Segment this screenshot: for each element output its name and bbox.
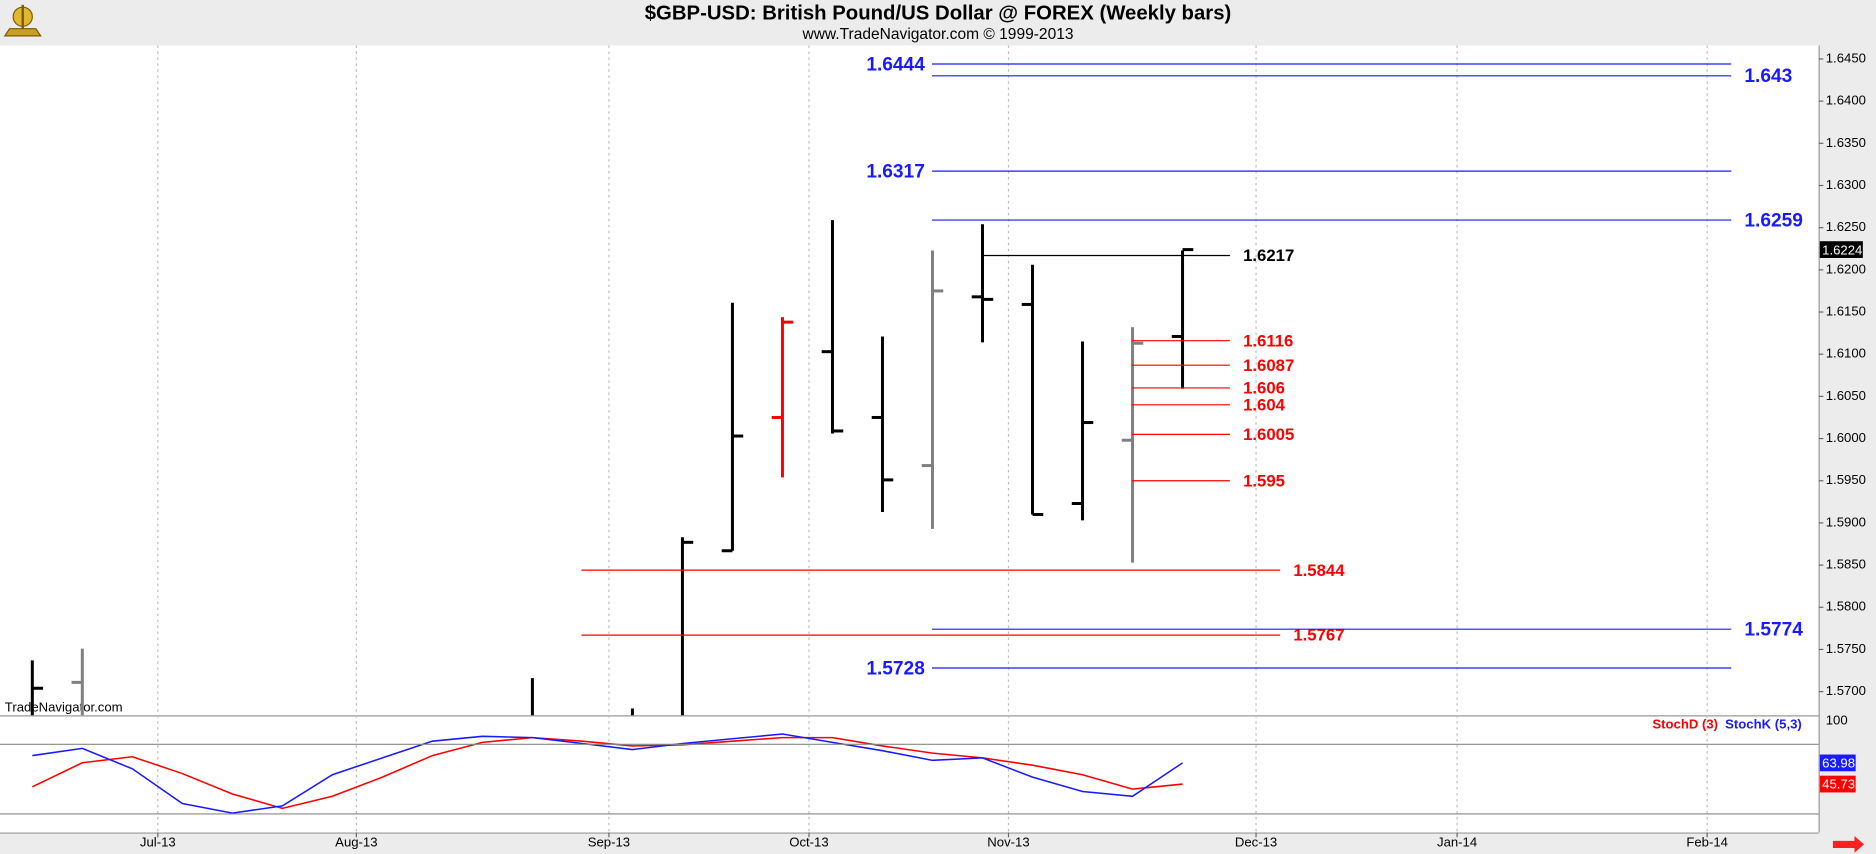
last-value-label: 63.98 — [1822, 756, 1855, 771]
x-tick-label: Jan-14 — [1437, 835, 1477, 850]
chart-subtitle: www.TradeNavigator.com © 1999-2013 — [801, 26, 1073, 43]
y-tick-label: 1.6250 — [1826, 219, 1866, 234]
x-tick-label: Nov-13 — [987, 835, 1029, 850]
level-label: 1.595 — [1243, 471, 1285, 490]
plot-area — [0, 45, 1819, 833]
level-label: 1.6317 — [866, 161, 925, 182]
level-label: 1.604 — [1243, 395, 1286, 414]
y-tick-label: 1.5750 — [1826, 641, 1866, 656]
y-tick-label: 1.5800 — [1826, 599, 1866, 614]
level-label: 1.606 — [1243, 379, 1285, 398]
watermark: TradeNavigator.com — [5, 700, 123, 715]
last-value-box — [1819, 754, 1856, 772]
level-label: 1.6444 — [866, 54, 925, 75]
y-tick-label: 1.6100 — [1826, 346, 1866, 361]
last-value-label: 45.73 — [1822, 777, 1855, 792]
legend-entry: StochD (3) — [1652, 716, 1718, 731]
level-label: 1.6259 — [1744, 210, 1803, 231]
y-tick-label: 1.6350 — [1826, 135, 1866, 150]
y-tick-label: 1.6050 — [1826, 388, 1866, 403]
last-price-label: 1.6224 — [1822, 242, 1862, 257]
level-label: 1.6005 — [1243, 425, 1294, 444]
level-label: 1.5844 — [1293, 561, 1345, 580]
logo — [3, 4, 42, 37]
y-tick-label: 1.5700 — [1826, 683, 1866, 698]
x-tick-label: Dec-13 — [1235, 835, 1277, 850]
x-tick-label: Feb-14 — [1686, 835, 1728, 850]
chart-title: $GBP-USD: British Pound/US Dollar @ FORE… — [645, 3, 1232, 25]
level-label: 1.6116 — [1243, 331, 1293, 350]
y-tick-label: 1.6200 — [1826, 261, 1866, 276]
y-tick-label: 1.5950 — [1826, 472, 1866, 487]
y-tick-label: 1.6300 — [1826, 177, 1866, 192]
x-tick-label: Oct-13 — [789, 835, 828, 850]
level-label: 1.6217 — [1243, 246, 1294, 265]
level-label: 1.5767 — [1293, 626, 1344, 645]
y-tick-label: 1.6450 — [1826, 50, 1866, 65]
x-tick-label: Sep-13 — [588, 835, 630, 850]
scroll-arrow[interactable] — [1832, 836, 1865, 853]
y-tick-label: 100 — [1826, 713, 1848, 728]
legend-entry: StochK (5,3) — [1725, 716, 1802, 731]
last-value-box — [1819, 775, 1856, 793]
y-tick-label: 1.6400 — [1826, 93, 1866, 108]
y-tick-label: 1.6150 — [1826, 303, 1866, 318]
y-tick-label: 1.6000 — [1826, 430, 1866, 445]
stoch-line — [31, 736, 1183, 810]
level-label: 1.643 — [1744, 66, 1792, 87]
y-tick-label: 1.5850 — [1826, 557, 1866, 572]
level-label: 1.6087 — [1243, 356, 1294, 375]
price-panel — [30, 220, 1194, 716]
x-tick-label: Jul-13 — [140, 835, 176, 850]
x-tick-label: Aug-13 — [335, 835, 377, 850]
y-tick-label: 1.5900 — [1826, 514, 1866, 529]
level-label: 1.5774 — [1744, 619, 1803, 640]
stoch-line — [32, 733, 1183, 814]
stoch-panel — [31, 733, 1183, 814]
level-label: 1.5728 — [866, 658, 925, 679]
last-price-box — [1819, 241, 1863, 258]
